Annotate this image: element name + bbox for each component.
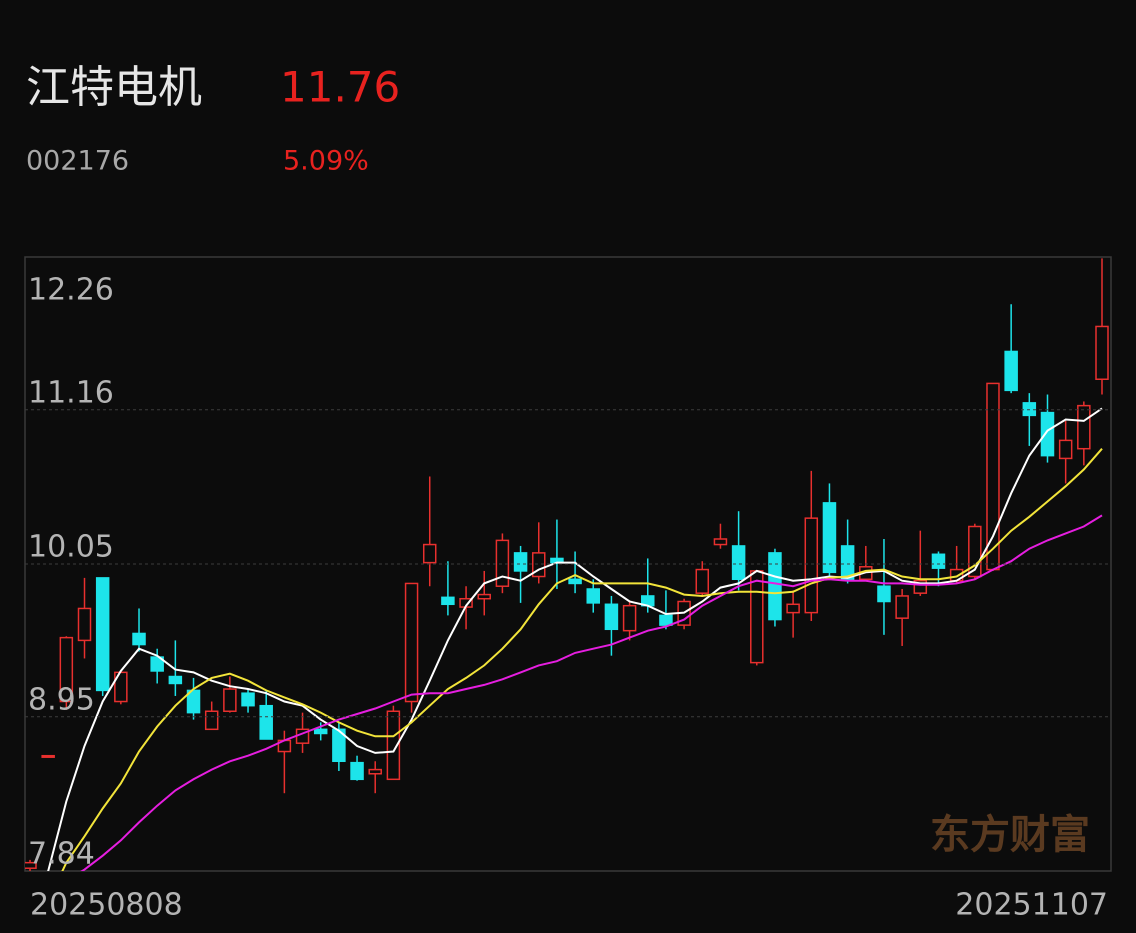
- candle-body: [804, 517, 819, 614]
- candle-body: [368, 768, 382, 775]
- candle-body: [204, 710, 219, 731]
- y-tick-label: 12.26: [28, 273, 114, 308]
- candle-body: [750, 570, 764, 664]
- candle-body: [150, 656, 164, 672]
- candle-body: [422, 543, 437, 564]
- candle-body: [1095, 325, 1109, 380]
- candle-body: [313, 728, 328, 735]
- candle-body: [241, 692, 255, 707]
- y-tick-label: 8.95: [28, 682, 95, 717]
- candle-body: [59, 636, 74, 703]
- candle-body: [495, 539, 510, 587]
- candle-body: [25, 861, 37, 869]
- x-tick-label: 20251107: [955, 888, 1108, 923]
- y-tick-label: 11.16: [28, 375, 114, 410]
- candle-body: [895, 595, 909, 619]
- candle-body: [404, 582, 419, 703]
- candle-body: [1058, 439, 1073, 460]
- candle-body: [259, 704, 273, 740]
- plot: [25, 258, 1109, 871]
- candle-body: [1004, 350, 1018, 392]
- candle-body: [840, 545, 855, 581]
- stock-price: 11.76: [280, 63, 400, 112]
- y-tick-label: 7.84: [28, 837, 95, 872]
- candle-body: [386, 710, 401, 781]
- candle-body: [1077, 404, 1091, 450]
- candle-body: [513, 552, 528, 572]
- candle-body: [132, 632, 146, 646]
- candle-body: [332, 728, 346, 763]
- candle-body: [822, 502, 837, 574]
- candle-body: [1040, 411, 1055, 457]
- candle-body: [586, 588, 601, 604]
- candle-body: [95, 577, 110, 692]
- candle-body: [877, 585, 891, 603]
- candle-body: [41, 754, 55, 758]
- candle-body: [713, 538, 728, 546]
- candle-body: [768, 552, 782, 621]
- watermark: 东方财富: [930, 811, 1090, 858]
- candle-body: [695, 568, 710, 594]
- candle-body: [350, 761, 364, 781]
- y-tick-label: 10.05: [28, 530, 114, 565]
- stock-name: 江特电机: [26, 62, 202, 113]
- candle-body: [659, 614, 673, 626]
- candle-body: [441, 596, 455, 606]
- candle-body: [731, 545, 746, 581]
- candle-body: [77, 607, 92, 642]
- candle-body: [604, 603, 619, 631]
- x-tick-label: 20250808: [30, 888, 183, 923]
- stock-change: 5.09%: [283, 146, 369, 177]
- candle-body: [1022, 402, 1037, 417]
- stock-code: 002176: [26, 146, 129, 177]
- candle-body: [622, 604, 637, 632]
- candle-body: [786, 603, 800, 614]
- candle-body: [931, 553, 946, 569]
- candle-body: [223, 688, 237, 712]
- candle-body: [186, 689, 201, 714]
- moving-average-line: [80, 514, 1103, 871]
- moving-average-line: [61, 448, 1103, 871]
- candle-body: [986, 382, 1000, 571]
- candle-body: [477, 593, 491, 600]
- candle-body: [568, 578, 582, 585]
- candle-body: [168, 675, 183, 685]
